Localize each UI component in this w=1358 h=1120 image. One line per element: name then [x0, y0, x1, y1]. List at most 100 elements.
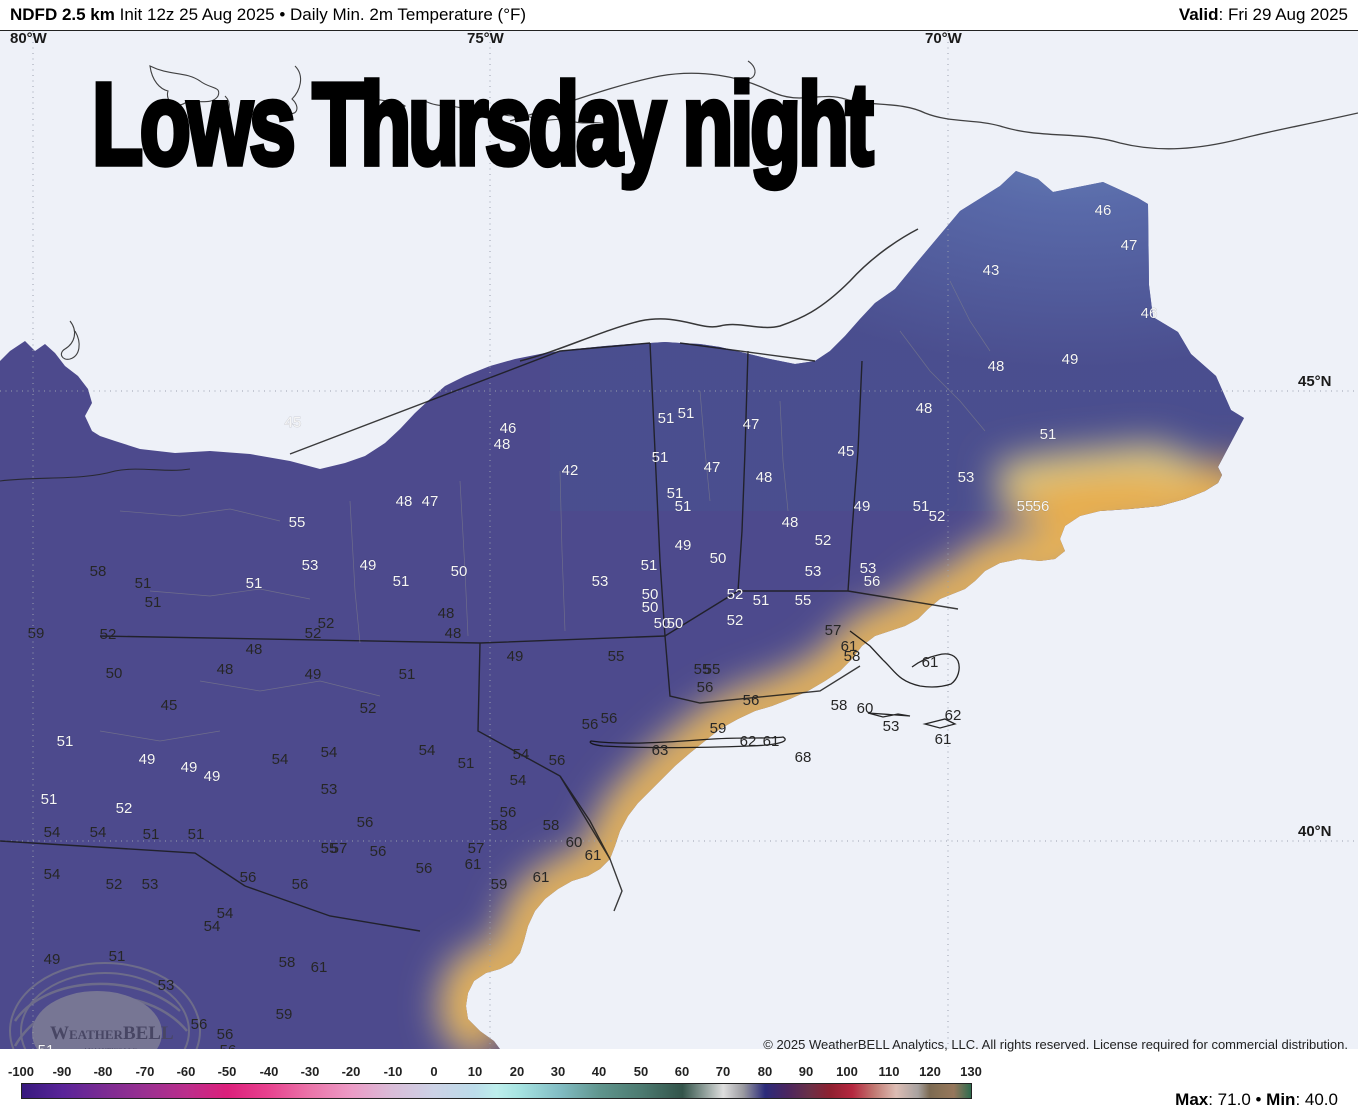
svg-text:61: 61	[465, 856, 482, 873]
svg-text:53: 53	[805, 563, 822, 580]
svg-text:54: 54	[204, 918, 221, 935]
svg-text:62: 62	[740, 733, 757, 750]
svg-text:ANALYTICS LLC: ANALYTICS LLC	[83, 1047, 137, 1049]
svg-text:53: 53	[158, 977, 175, 994]
svg-text:60: 60	[566, 834, 583, 851]
svg-text:58: 58	[279, 954, 296, 971]
svg-text:51: 51	[678, 405, 695, 422]
svg-text:63: 63	[652, 742, 669, 759]
svg-text:49: 49	[675, 537, 692, 554]
svg-text:53: 53	[958, 469, 975, 486]
svg-text:58: 58	[90, 563, 107, 580]
svg-text:49: 49	[1062, 351, 1079, 368]
svg-text:47: 47	[1121, 237, 1138, 254]
svg-text:61: 61	[935, 731, 952, 748]
svg-text:56: 56	[601, 710, 618, 727]
svg-text:51: 51	[109, 948, 126, 965]
svg-text:53: 53	[302, 557, 319, 574]
svg-text:45: 45	[161, 697, 178, 714]
svg-text:40°N: 40°N	[1298, 823, 1332, 840]
svg-text:WEATHERBELL: WEATHERBELL	[50, 1023, 174, 1044]
svg-text:50: 50	[667, 615, 684, 632]
svg-text:51: 51	[145, 594, 162, 611]
svg-text:61: 61	[585, 847, 602, 864]
svg-text:54: 54	[44, 866, 61, 883]
svg-text:51: 51	[399, 666, 416, 683]
svg-text:57: 57	[825, 622, 842, 639]
svg-text:49: 49	[139, 751, 156, 768]
svg-text:48: 48	[396, 493, 413, 510]
svg-text:59: 59	[491, 876, 508, 893]
svg-text:58: 58	[831, 697, 848, 714]
svg-text:56: 56	[292, 876, 309, 893]
svg-text:48: 48	[916, 400, 933, 417]
svg-text:51: 51	[458, 755, 475, 772]
svg-text:48: 48	[445, 625, 462, 642]
svg-text:54: 54	[510, 772, 527, 789]
svg-text:52: 52	[815, 532, 832, 549]
svg-text:61: 61	[533, 869, 550, 886]
svg-text:47: 47	[743, 416, 760, 433]
svg-text:56: 56	[220, 1042, 237, 1049]
svg-text:48: 48	[438, 605, 455, 622]
svg-text:68: 68	[795, 749, 812, 766]
svg-text:51: 51	[188, 826, 205, 843]
svg-text:56: 56	[370, 843, 387, 860]
svg-text:56: 56	[191, 1016, 208, 1033]
svg-text:49: 49	[360, 557, 377, 574]
svg-text:46: 46	[500, 420, 517, 437]
svg-text:56: 56	[549, 752, 566, 769]
svg-text:46: 46	[1095, 202, 1112, 219]
svg-text:52: 52	[100, 626, 117, 643]
svg-text:52: 52	[727, 612, 744, 629]
svg-text:61: 61	[763, 733, 780, 750]
svg-text:55: 55	[704, 661, 721, 678]
svg-text:59: 59	[28, 625, 45, 642]
svg-text:80°W: 80°W	[10, 31, 48, 47]
svg-text:47: 47	[704, 459, 721, 476]
svg-text:54: 54	[321, 744, 338, 761]
svg-text:48: 48	[756, 469, 773, 486]
svg-text:55: 55	[1017, 498, 1034, 515]
svg-text:56: 56	[582, 716, 599, 733]
svg-text:55: 55	[795, 592, 812, 609]
svg-text:50: 50	[106, 665, 123, 682]
svg-text:75°W: 75°W	[467, 31, 505, 47]
svg-text:47: 47	[422, 493, 439, 510]
svg-text:51: 51	[675, 498, 692, 515]
svg-text:52: 52	[360, 700, 377, 717]
svg-text:50: 50	[451, 563, 468, 580]
svg-text:50: 50	[710, 550, 727, 567]
svg-text:49: 49	[305, 666, 322, 683]
svg-text:58: 58	[844, 648, 861, 665]
svg-text:56: 56	[416, 860, 433, 877]
svg-text:60: 60	[857, 700, 874, 717]
svg-text:52: 52	[318, 615, 335, 632]
svg-text:53: 53	[321, 781, 338, 798]
svg-text:53: 53	[142, 876, 159, 893]
svg-text:46: 46	[1141, 305, 1158, 322]
svg-text:59: 59	[710, 720, 727, 737]
svg-text:49: 49	[181, 759, 198, 776]
svg-text:51: 51	[393, 573, 410, 590]
svg-text:55: 55	[289, 514, 306, 531]
svg-text:52: 52	[727, 586, 744, 603]
svg-text:58: 58	[491, 817, 508, 834]
svg-text:53: 53	[883, 718, 900, 735]
svg-text:51: 51	[658, 410, 675, 427]
svg-text:51: 51	[246, 575, 263, 592]
svg-text:56: 56	[357, 814, 374, 831]
svg-text:62: 62	[945, 707, 962, 724]
svg-text:45°N: 45°N	[1298, 373, 1332, 390]
svg-text:51: 51	[1040, 426, 1057, 443]
svg-text:51: 51	[641, 557, 658, 574]
svg-text:70°W: 70°W	[925, 31, 963, 47]
svg-text:50: 50	[642, 599, 659, 616]
svg-text:61: 61	[922, 654, 939, 671]
svg-text:48: 48	[494, 436, 511, 453]
svg-text:51: 51	[143, 826, 160, 843]
svg-text:43: 43	[983, 262, 1000, 279]
svg-text:56: 56	[864, 573, 881, 590]
svg-text:54: 54	[272, 751, 289, 768]
svg-text:59: 59	[276, 1006, 293, 1023]
